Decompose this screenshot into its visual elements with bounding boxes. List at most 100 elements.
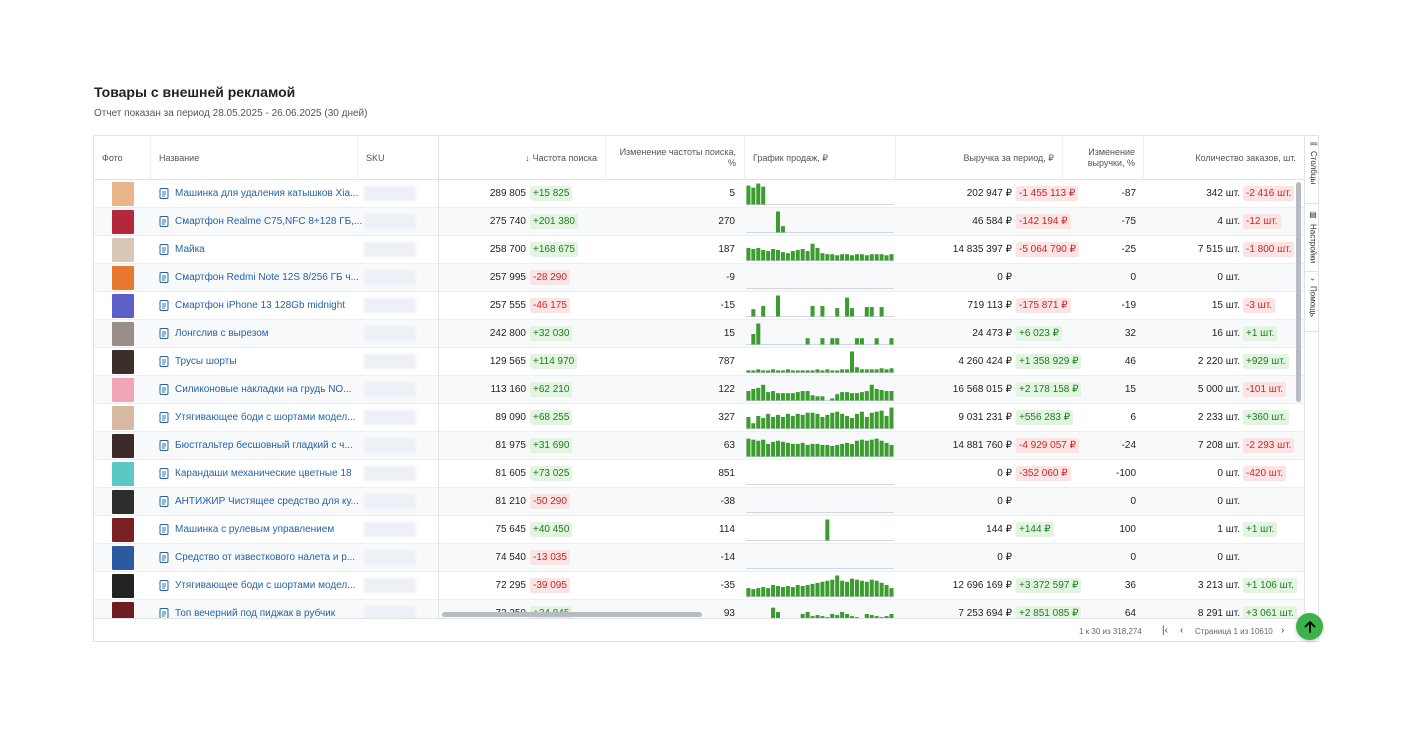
product-photo[interactable] [112,322,134,346]
sparkline-bar [879,368,884,373]
header-freq[interactable]: ↓ Частота поиска [439,136,606,180]
horizontal-scrollbar[interactable] [440,610,1302,618]
document-icon[interactable] [159,180,171,207]
document-icon[interactable] [159,264,171,291]
revenue-value: 0 ₽ [997,552,1012,563]
scroll-top-button[interactable] [1296,613,1323,640]
product-photo[interactable] [112,434,134,458]
table-row[interactable]: Бюстгальтер бесшовный гладкий с ч... 81 9… [94,432,1304,460]
header-sku[interactable]: SKU [358,136,439,180]
product-photo[interactable] [112,490,134,514]
product-name-link[interactable]: Смартфон Redmi Note 12S 8/256 ГБ ч... [175,272,359,283]
document-icon[interactable] [159,432,171,459]
table-row[interactable]: Средство от известкового налета и р... 74… [94,544,1304,572]
next-page-icon[interactable]: › [1281,625,1285,636]
document-icon[interactable] [159,236,171,263]
revenue-value: 9 031 231 ₽ [958,412,1012,423]
document-icon[interactable] [159,572,171,599]
document-icon[interactable] [159,376,171,403]
product-name-link[interactable]: Лонгслив с вырезом [175,328,269,339]
product-name-link[interactable]: Силиконовые накладки на грудь NO... [175,384,352,395]
orders-count: 2 220 шт. [1197,356,1240,367]
table-row[interactable]: Смартфон Realme C75,NFC 8+128 ГБ,... 275 … [94,208,1304,236]
table-row[interactable]: Смартфон Redmi Note 12S 8/256 ГБ ч... 257… [94,264,1304,292]
header-orders[interactable]: Количество заказов, шт. [1195,153,1296,163]
product-photo[interactable] [112,350,134,374]
product-photo[interactable] [112,406,134,430]
product-photo[interactable] [112,210,134,234]
document-icon[interactable] [159,516,171,543]
product-name-link[interactable]: Бюстгальтер бесшовный гладкий с ч... [175,440,353,451]
product-name-link[interactable]: Утягивающее боди с шортами модел... [175,412,356,423]
product-name-link[interactable]: Карандаши механические цветные 18 [175,468,352,479]
revenue-delta: -175 871 ₽ [1014,292,1114,319]
table-row[interactable]: Майка 258 700 +168 675 187 14 835 397 ₽ -5 06… [94,236,1304,264]
document-icon[interactable] [159,488,171,515]
sparkline-bar [746,391,751,401]
sparkline-bar [864,416,869,429]
product-name-link[interactable]: Топ вечерний под пиджак в рубчик [175,608,336,619]
product-photo[interactable] [112,378,134,402]
sparkline-bar [884,369,889,373]
product-photo[interactable] [112,518,134,542]
vertical-scroll-thumb[interactable] [1296,182,1301,402]
side-tab-columns[interactable]: ⫼ Столбцы [1305,136,1318,204]
side-tab-settings[interactable]: ▤ Настройки [1305,204,1318,272]
table-row[interactable]: Смартфон iPhone 13 128Gb midnight 257 555… [94,292,1304,320]
table-row[interactable]: Лонгслив с вырезом 242 800 +32 030 15 24 473… [94,320,1304,348]
document-icon[interactable] [159,404,171,431]
product-photo[interactable] [112,182,134,206]
sparkline-bar [761,587,766,597]
document-icon[interactable] [159,460,171,487]
table-row[interactable]: Утягивающее боди с шортами модел... 89 09… [94,404,1304,432]
product-name-link[interactable]: Смартфон Realme C75,NFC 8+128 ГБ,... [175,216,363,227]
table-row[interactable]: Трусы шорты 129 565 +114 970 787 4 260 424 ₽… [94,348,1304,376]
product-name-link[interactable]: Смартфон iPhone 13 128Gb midnight [175,300,346,311]
pagination-range: 1 к 30 из 318,274 [1079,627,1142,636]
header-photo[interactable]: Фото [94,136,151,180]
product-photo[interactable] [112,574,134,598]
product-name-link[interactable]: Утягивающее боди с шортами модел... [175,580,356,591]
search-frequency-change: -38 [720,496,735,507]
product-photo[interactable] [112,238,134,262]
document-icon[interactable] [159,208,171,235]
table-row[interactable]: АНТИЖИР Чистящее средство для ку... 81 21… [94,488,1304,516]
sparkline-bar [845,581,850,597]
sparkline-bar [845,254,850,261]
sku-value [364,466,416,481]
document-icon[interactable] [159,320,171,347]
sparkline-bar [889,588,894,597]
sparkline-bar [845,297,850,317]
product-name-link[interactable]: АНТИЖИР Чистящее средство для ку... [175,496,359,507]
product-name-link[interactable]: Машинка для удаления катышков Xia... [175,188,359,199]
sparkline-bar [766,413,771,429]
header-name[interactable]: Название [151,136,358,180]
prev-page-icon[interactable]: ‹ [1180,625,1184,636]
table-row[interactable]: Машинка для удаления катышков Xia... 289 … [94,180,1304,208]
product-name-link[interactable]: Трусы шорты [175,356,237,367]
header-revenue[interactable]: Выручка за период, ₽ [896,136,1063,180]
first-page-icon[interactable]: |‹ [1162,625,1168,636]
horizontal-scroll-thumb[interactable] [442,612,702,617]
product-name-link[interactable]: Машинка с рулевым управлением [175,524,335,535]
header-sales-chart[interactable]: График продаж, ₽ [745,136,896,180]
side-tab-help[interactable]: › Помощь [1305,272,1318,332]
search-frequency-delta: -50 290 [530,488,620,515]
header-freq-change[interactable]: Изменение частоты поиска, % [606,136,745,180]
table-row[interactable]: Силиконовые накладки на грудь NO... 113 1… [94,376,1304,404]
product-photo[interactable] [112,266,134,290]
table-row[interactable]: Утягивающее боди с шортами модел... 72 29… [94,572,1304,600]
product-photo[interactable] [112,546,134,570]
document-icon[interactable] [159,292,171,319]
document-icon[interactable] [159,544,171,571]
table-row[interactable]: Карандаши механические цветные 18 81 605 +… [94,460,1304,488]
table-row[interactable]: Машинка с рулевым управлением 75 645 +40 4… [94,516,1304,544]
product-photo[interactable] [112,294,134,318]
product-photo[interactable] [112,462,134,486]
vertical-scrollbar[interactable] [1295,180,1302,610]
document-icon[interactable] [159,348,171,375]
header-revenue-change[interactable]: Изменение выручки, % [1063,136,1144,180]
sparkline-bar [820,581,825,597]
product-name-link[interactable]: Средство от известкового налета и р... [175,552,356,563]
product-name-link[interactable]: Майка [175,244,205,255]
